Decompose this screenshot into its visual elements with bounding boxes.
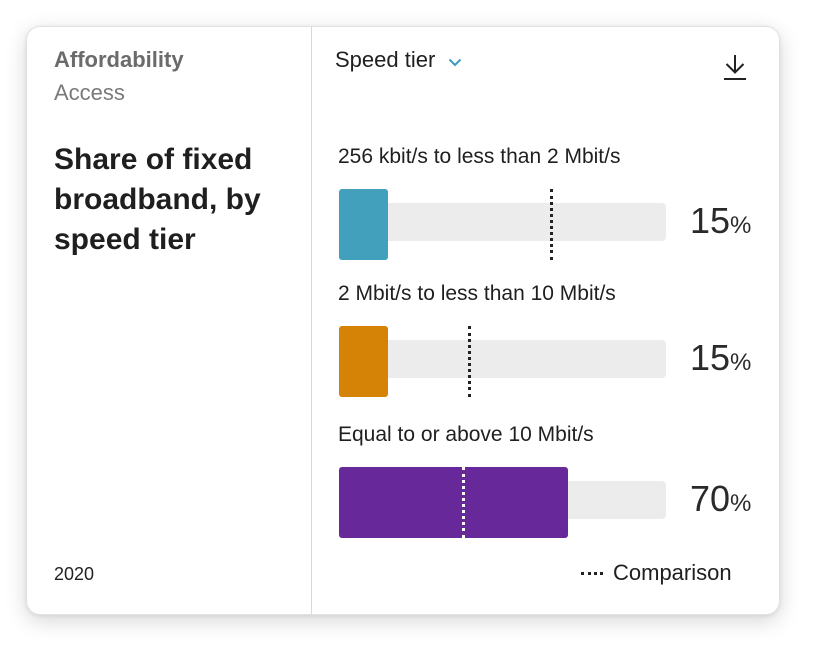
bar-track xyxy=(339,326,666,397)
download-icon xyxy=(724,55,746,80)
bar-category-label: 256 kbit/s to less than 2 Mbit/s xyxy=(338,145,621,168)
bar-value-label: 70% xyxy=(690,478,751,520)
bar-value-label: 15% xyxy=(690,337,751,379)
comparison-marker xyxy=(461,467,465,538)
comparison-marker xyxy=(550,189,554,260)
chart-panel: Speed tier 256 kbit/s to less than 2 Mbi… xyxy=(312,27,779,614)
comparison-legend-marker xyxy=(581,571,603,575)
comparison-marker xyxy=(468,326,472,397)
comparison-legend: Comparison xyxy=(581,560,732,586)
bar[interactable] xyxy=(339,189,389,260)
speed-tier-dropdown-label: Speed tier xyxy=(335,47,436,72)
bar-category-label: 2 Mbit/s to less than 10 Mbit/s xyxy=(338,282,616,305)
subcategory-label: Access xyxy=(54,80,125,105)
indicator-info-panel: Affordability Access Share of fixed broa… xyxy=(27,27,312,614)
bar-value-number: 70 xyxy=(690,478,731,519)
indicator-title: Share of fixed broadband, by speed tier xyxy=(54,143,261,256)
bar-value-number: 15 xyxy=(690,337,731,378)
bar[interactable] xyxy=(339,467,568,538)
chevron-down-icon xyxy=(449,58,462,66)
year-label: 2020 xyxy=(54,564,95,584)
bar[interactable] xyxy=(339,326,389,397)
comparison-legend-label: Comparison xyxy=(613,560,732,585)
indicator-card: Affordability Access Share of fixed broa… xyxy=(26,26,780,615)
speed-tier-dropdown[interactable]: Speed tier xyxy=(335,47,462,73)
bar-track xyxy=(339,467,666,538)
category-label: Affordability xyxy=(54,47,184,72)
bar-track xyxy=(339,189,666,260)
bar-value-unit: % xyxy=(730,349,752,376)
bar-category-label: Equal to or above 10 Mbit/s xyxy=(338,423,594,446)
bar-value-label: 15% xyxy=(690,200,751,242)
bar-value-number: 15 xyxy=(690,200,731,241)
bar-value-unit: % xyxy=(730,212,752,239)
download-button[interactable] xyxy=(722,53,748,86)
bar-value-unit: % xyxy=(730,490,752,517)
